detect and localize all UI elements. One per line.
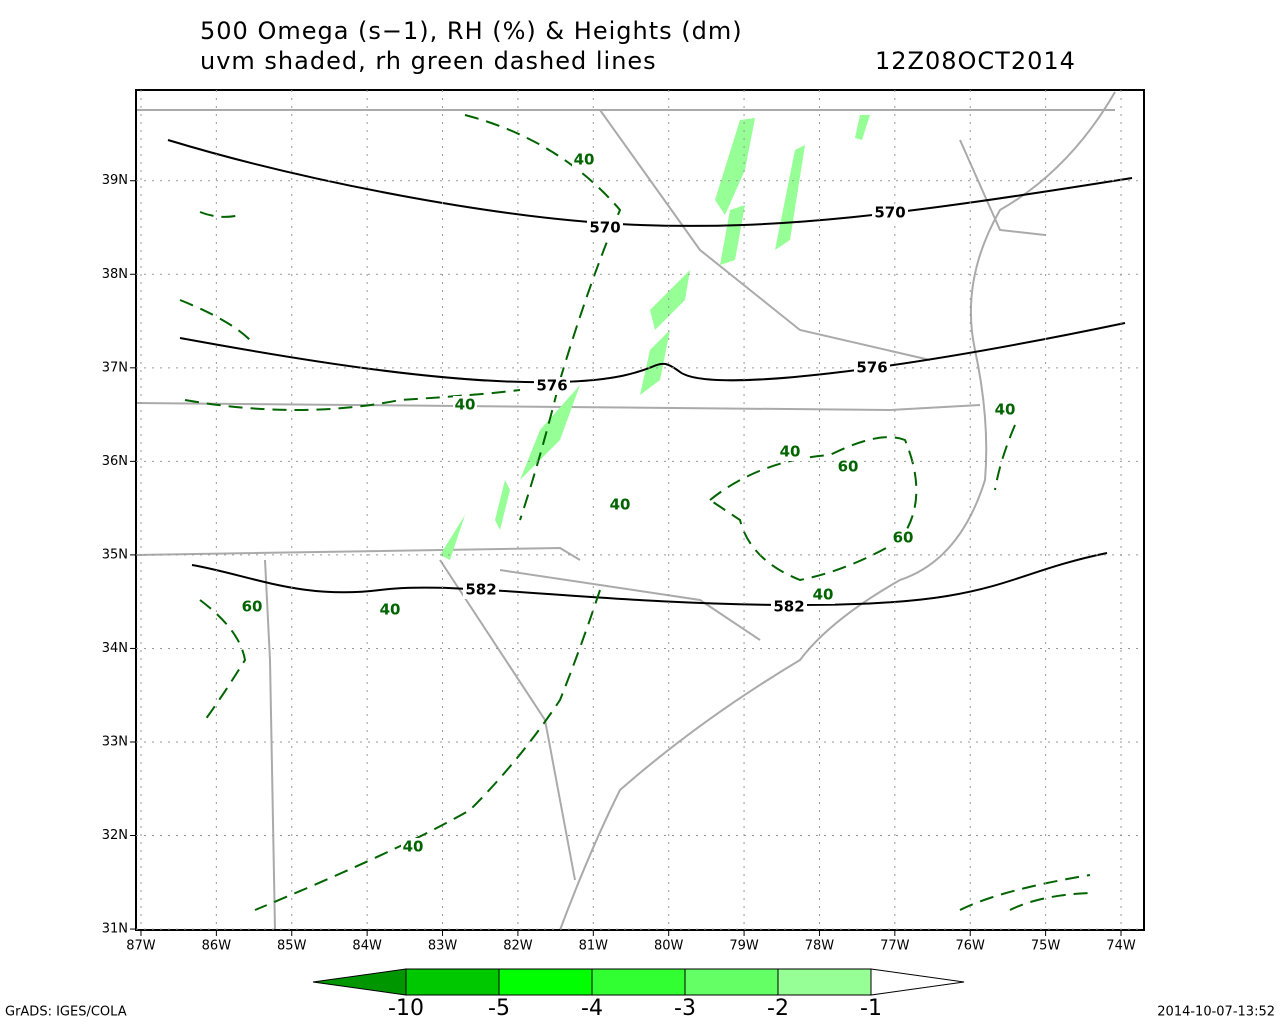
x-tick-label: 85W [277,939,307,954]
label-bg [453,396,477,414]
x-tick-label: 84W [352,939,382,954]
label-bg [872,204,908,222]
map-area [135,89,1145,931]
rh-label: 60 [838,458,859,476]
label-bg [240,598,264,616]
colorbar-label: -4 [581,996,603,1021]
y-tick-label: 31N [102,922,128,937]
x-tick-label: 81W [579,939,609,954]
label-bg [993,401,1017,419]
label-bg [534,377,570,395]
y-tick-label: 34N [102,641,128,656]
colorbar-label: -10 [388,996,424,1021]
label-bg [854,359,890,377]
x-tick-label: 86W [202,939,232,954]
x-tick-label: 77W [880,939,910,954]
footer-left: GrADS: IGES/COLA [5,1005,127,1020]
rh-label: 40 [610,496,631,514]
colorbar-segment [312,968,407,996]
rh-label: 40 [813,586,834,604]
height-label: 582 [465,581,496,599]
x-tick-label: 76W [956,939,986,954]
valid-time: 12Z08OCT2014 [875,47,1076,75]
label-bg [401,838,425,856]
map-frame [135,89,1145,931]
colorbar-label: -2 [767,996,789,1021]
rh-label: 40 [574,151,595,169]
x-tick-label: 79W [729,939,759,954]
label-bg [771,598,807,616]
omega-shading [440,115,870,560]
y-tick-label: 37N [102,360,128,375]
rh-label: 40 [380,601,401,619]
x-tick-label: 75W [1031,939,1061,954]
label-bg [608,496,632,514]
rh-label: 40 [403,838,424,856]
x-tick-label: 80W [654,939,684,954]
colorbar-label: -5 [488,996,510,1021]
height-label: 570 [589,219,620,237]
y-tick-label: 36N [102,454,128,469]
label-bg [378,601,402,619]
label-bg [463,581,499,599]
label-bg [572,151,596,169]
footer-right: 2014-10-07-13:52 [1157,1005,1275,1020]
label-bg [891,529,915,547]
title-line-2: uvm shaded, rh green dashed lines [200,47,657,75]
label-bg [836,458,860,476]
x-tick-label: 74W [1106,939,1136,954]
rh-label: 40 [995,401,1016,419]
colorbar-label: -1 [860,996,882,1021]
height-label: 582 [773,598,804,616]
colorbar-segment [591,968,686,996]
y-tick-label: 38N [102,267,128,282]
colorbar-segment [498,968,593,996]
height-label: 576 [856,359,887,377]
colorbar-segment [405,968,500,996]
colorbar-label: -3 [674,996,696,1021]
y-tick-label: 39N [102,173,128,188]
x-tick-label: 82W [503,939,533,954]
colorbar-segment [870,968,965,996]
colorbar-segment [684,968,779,996]
height-label: 570 [874,204,905,222]
rh-label: 40 [780,443,801,461]
y-tick-label: 33N [102,734,128,749]
label-bg [778,443,802,461]
label-bg [811,586,835,604]
x-tick-label: 83W [428,939,458,954]
colorbar-segment [777,968,872,996]
rh-label: 60 [893,529,914,547]
title-line-1: 500 Omega (s−1), RH (%) & Heights (dm) [200,17,743,45]
label-bg [587,219,623,237]
rh-label: 40 [455,396,476,414]
state-borders [135,91,1116,931]
rh-label: 60 [242,598,263,616]
height-label: 576 [536,377,567,395]
y-tick-label: 35N [102,547,128,562]
y-tick-label: 32N [102,828,128,843]
x-tick-label: 78W [805,939,835,954]
rh-contours [179,114,1091,911]
x-tick-label: 87W [126,939,156,954]
